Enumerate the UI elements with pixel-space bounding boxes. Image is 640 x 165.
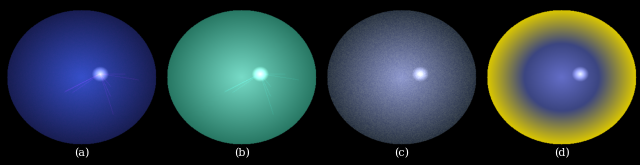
Text: (a): (a) [74, 148, 90, 158]
Text: (c): (c) [394, 148, 409, 158]
Text: (b): (b) [234, 148, 250, 158]
Text: (d): (d) [554, 148, 570, 158]
